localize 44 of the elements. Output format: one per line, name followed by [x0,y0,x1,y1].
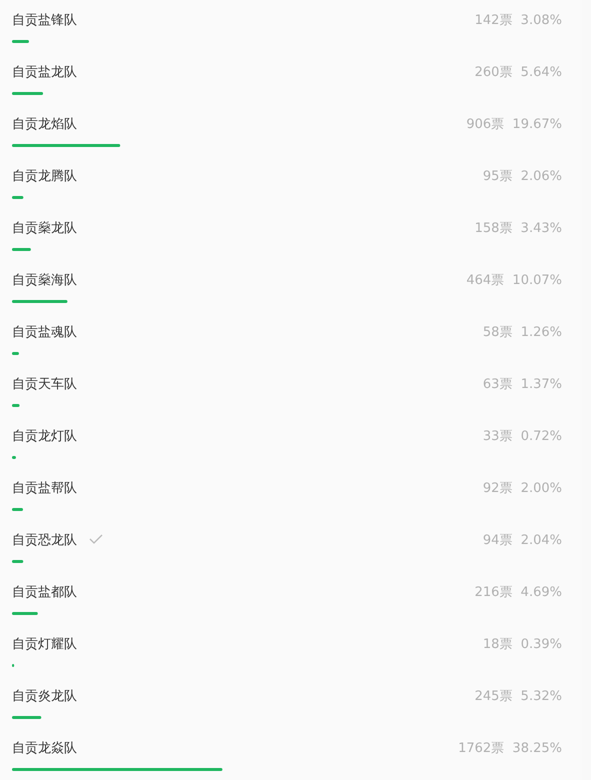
data-label: 158票 3.43% [474,221,562,236]
data-label: 245票 5.32% [474,689,562,704]
bar [12,248,31,251]
y-tick-label: 自贡龙焰队 [12,117,77,132]
data-label: 216票 4.69% [474,585,562,600]
y-tick-label: 自贡龙灯队 [12,429,77,444]
y-tick-label: 自贡天车队 [12,377,77,392]
y-tick-label: 自贡盐帮队 [12,481,77,496]
bar [12,560,24,563]
data-label: 58票 1.26% [482,325,562,340]
bar [12,40,29,43]
y-tick-label: 自贡盐魂队 [12,325,77,340]
bar [12,196,24,199]
data-label: 63票 1.37% [482,377,562,392]
data-label: 94票 2.04% [482,533,562,548]
data-label: 464票 10.07% [466,273,562,288]
y-tick-label: 自贡盐都队 [12,585,77,600]
data-label: 95票 2.06% [482,169,562,184]
bar [12,144,120,147]
y-tick-label: 自贡灯耀队 [12,637,77,652]
y-tick-label: 自贡盐锋队 [12,13,77,28]
data-label: 1762票 38.25% [458,741,562,756]
bar [12,716,42,719]
data-label: 260票 5.64% [474,65,562,80]
y-tick-label: 自贡龙腾队 [12,169,77,184]
y-tick-label: 自贡燊龙队 [12,221,77,236]
data-label: 906票 19.67% [466,117,562,132]
bar [12,456,16,459]
bar [12,300,68,303]
bar [12,508,23,511]
data-label: 18票 0.39% [482,637,562,652]
y-tick-label: 自贡盐龙队 [12,65,77,80]
bar [12,612,38,615]
bar [12,404,20,407]
y-tick-label: 自贡炎龙队 [12,689,77,704]
bar [12,352,19,355]
y-tick-label: 自贡燊海队 [12,273,77,288]
y-tick-label: 自贡恐龙队 [12,533,77,548]
y-tick-label: 自贡龙焱队 [12,741,77,756]
bar [12,768,222,771]
bar [12,92,44,95]
data-label: 92票 2.00% [482,481,562,496]
data-label: 33票 0.72% [482,429,562,444]
data-label: 142票 3.08% [474,13,562,28]
